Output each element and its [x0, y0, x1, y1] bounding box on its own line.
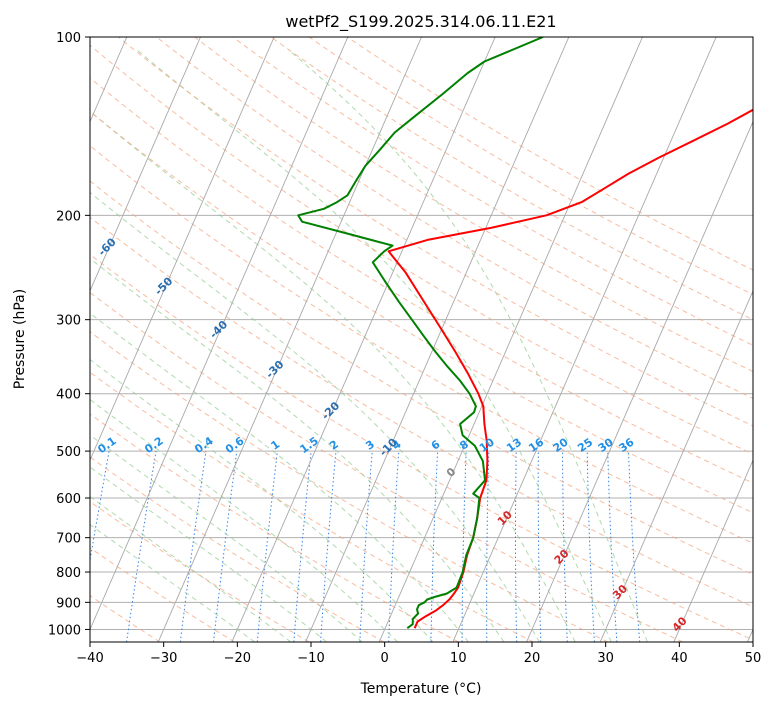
moist-adiabat-line [90, 257, 505, 642]
moist-adiabat-line [287, 49, 648, 642]
moist-adiabat-line [90, 312, 469, 642]
y-axis-label: Pressure (hPa) [12, 289, 28, 389]
x-tick-label: 10 [450, 651, 467, 666]
dry-adiabat-line [90, 291, 683, 642]
mixing-ratio-line [256, 451, 278, 642]
dewpoint-profile-line [297, 37, 544, 630]
x-tick-label: 20 [524, 651, 541, 666]
isotherm-line [90, 37, 349, 631]
x-tick-label: −10 [297, 651, 324, 666]
dry-adiabat-line [90, 77, 753, 484]
dry-adiabats [90, 37, 753, 642]
y-tick-label: 200 [56, 209, 81, 224]
isotherm-line [378, 37, 643, 642]
isotherm-line [231, 37, 496, 642]
y-tick-label: 600 [56, 492, 81, 507]
x-axis-label: Temperature (°C) [360, 681, 482, 697]
y-tick-label: 500 [56, 445, 81, 460]
diagram-background-lines [90, 37, 753, 642]
isobar-grid [90, 37, 753, 630]
moist-adiabat-line [90, 110, 576, 642]
mixing-ratio-line [293, 451, 312, 642]
dry-adiabat-line [90, 501, 310, 642]
dry-adiabat-line [347, 37, 753, 271]
dry-adiabat-line [90, 371, 534, 642]
y-tick-label: 300 [56, 314, 81, 329]
dry-adiabat-line [90, 110, 753, 514]
dry-adiabat-line [90, 180, 753, 576]
isotherm-line [526, 120, 753, 642]
isotherms [90, 37, 753, 642]
y-tick-label: 700 [56, 532, 81, 547]
isotherm-line [157, 37, 422, 642]
moist-adiabat-line [90, 434, 363, 642]
mixing-ratio-line [320, 451, 337, 642]
temperature-profile-line [387, 108, 753, 629]
moist-adiabat-line [136, 49, 612, 642]
dry-adiabat-line [194, 37, 753, 373]
mixing-ratio-line [179, 451, 207, 642]
x-tick-label: 0 [381, 651, 389, 666]
y-tick-label: 900 [56, 596, 81, 611]
plot-frame [89, 36, 754, 643]
sounding-profiles [297, 37, 753, 630]
moist-adiabat-line [90, 358, 434, 642]
dry-adiabat-line [232, 37, 753, 346]
isotherm-line [90, 37, 275, 462]
x-axis-ticks: −40 −30 −20 −10 0 10 20 30 40 50 [76, 642, 761, 666]
y-axis-ticks: 1000 900 800 700 600 500 400 300 200 100 [48, 31, 90, 638]
dry-adiabat-line [90, 145, 753, 544]
isotherm-line [452, 37, 717, 642]
x-tick-label: −30 [150, 651, 177, 666]
x-tick-label: −20 [224, 651, 251, 666]
y-tick-label: 1000 [48, 623, 81, 638]
isotherm-line [90, 37, 201, 293]
x-tick-label: 30 [597, 651, 614, 666]
moist-adiabats [90, 49, 648, 642]
moist-adiabat-line [90, 466, 327, 642]
x-tick-label: 40 [671, 651, 688, 666]
y-tick-label: 100 [56, 31, 81, 46]
moist-adiabat-line [90, 191, 540, 642]
isotherm-line [599, 289, 753, 642]
chart-title: wetPf2_S199.2025.314.06.11.E21 [285, 12, 556, 32]
isotherm-line [673, 459, 753, 642]
y-tick-label: 800 [56, 566, 81, 581]
mixing-ratio-line [213, 451, 238, 642]
x-tick-label: −40 [76, 651, 103, 666]
dry-adiabat-line [90, 331, 609, 642]
y-tick-label: 400 [56, 388, 81, 403]
isotherm-line [305, 37, 570, 642]
x-tick-label: 50 [745, 651, 762, 666]
